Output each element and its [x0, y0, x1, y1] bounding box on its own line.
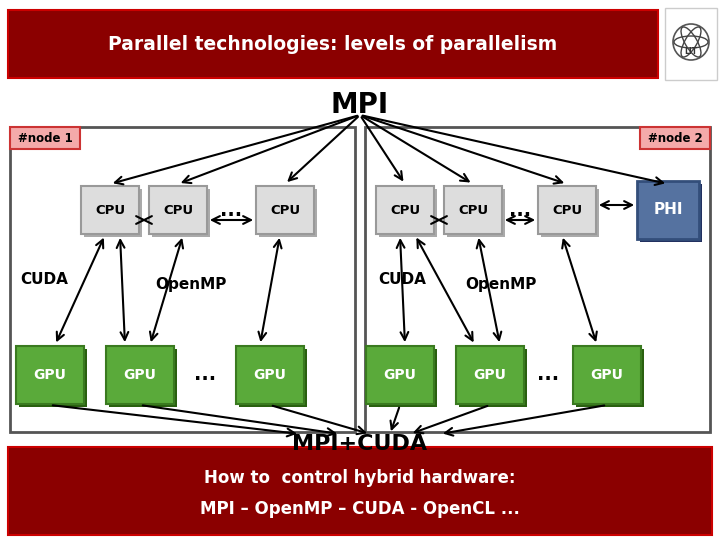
Bar [10, 127, 355, 432]
Text: MPI: MPI [331, 91, 389, 119]
FancyBboxPatch shape [10, 127, 80, 149]
Text: ...: ... [509, 200, 531, 219]
Bar [8, 447, 712, 535]
Text: ...: ... [220, 200, 242, 219]
Bar [379, 189, 437, 237]
Bar [259, 189, 317, 237]
Bar [256, 186, 314, 234]
Bar [456, 346, 524, 404]
Text: PHI: PHI [653, 202, 683, 218]
Text: CPU: CPU [270, 204, 300, 217]
Text: CPU: CPU [390, 204, 420, 217]
Text: #node 1: #node 1 [17, 132, 73, 145]
Text: GPU: GPU [474, 368, 506, 382]
Text: LIT: LIT [685, 48, 698, 57]
Bar [81, 186, 139, 234]
Text: Parallel technologies: levels of parallelism: Parallel technologies: levels of paralle… [109, 35, 557, 53]
Bar [665, 8, 717, 80]
Bar [152, 189, 210, 237]
Text: ...: ... [537, 366, 559, 384]
Text: MPI – OpenMP – CUDA - OpenCL ...: MPI – OpenMP – CUDA - OpenCL ... [200, 500, 520, 518]
Bar [459, 349, 527, 407]
Bar [236, 346, 304, 404]
Text: #node 2: #node 2 [647, 132, 703, 145]
Text: CUDA: CUDA [20, 273, 68, 287]
Bar [366, 346, 434, 404]
Text: GPU: GPU [34, 368, 66, 382]
Text: CPU: CPU [552, 204, 582, 217]
Bar [84, 189, 142, 237]
Bar [640, 184, 702, 242]
Bar [573, 346, 641, 404]
Bar [576, 349, 644, 407]
Bar [637, 181, 699, 239]
Bar [109, 349, 177, 407]
Text: OpenMP: OpenMP [155, 278, 226, 293]
Bar [16, 346, 84, 404]
Text: CPU: CPU [163, 204, 193, 217]
Text: How to  control hybrid hardware:: How to control hybrid hardware: [204, 469, 516, 487]
Bar [365, 127, 710, 432]
Bar [239, 349, 307, 407]
Bar [538, 186, 596, 234]
FancyBboxPatch shape [640, 127, 710, 149]
Bar [19, 349, 87, 407]
Text: CPU: CPU [95, 204, 125, 217]
Bar [376, 186, 434, 234]
Bar [369, 349, 437, 407]
Bar [541, 189, 599, 237]
Text: GPU: GPU [384, 368, 416, 382]
Text: OpenMP: OpenMP [465, 278, 536, 293]
Text: GPU: GPU [590, 368, 624, 382]
Bar [149, 186, 207, 234]
Text: GPU: GPU [253, 368, 287, 382]
Text: MPI+CUDA: MPI+CUDA [292, 434, 428, 454]
Bar [8, 10, 658, 78]
Bar [444, 186, 502, 234]
Text: GPU: GPU [124, 368, 156, 382]
Text: CPU: CPU [458, 204, 488, 217]
Bar [106, 346, 174, 404]
Bar [447, 189, 505, 237]
Text: ...: ... [194, 366, 216, 384]
Text: CUDA: CUDA [378, 273, 426, 287]
